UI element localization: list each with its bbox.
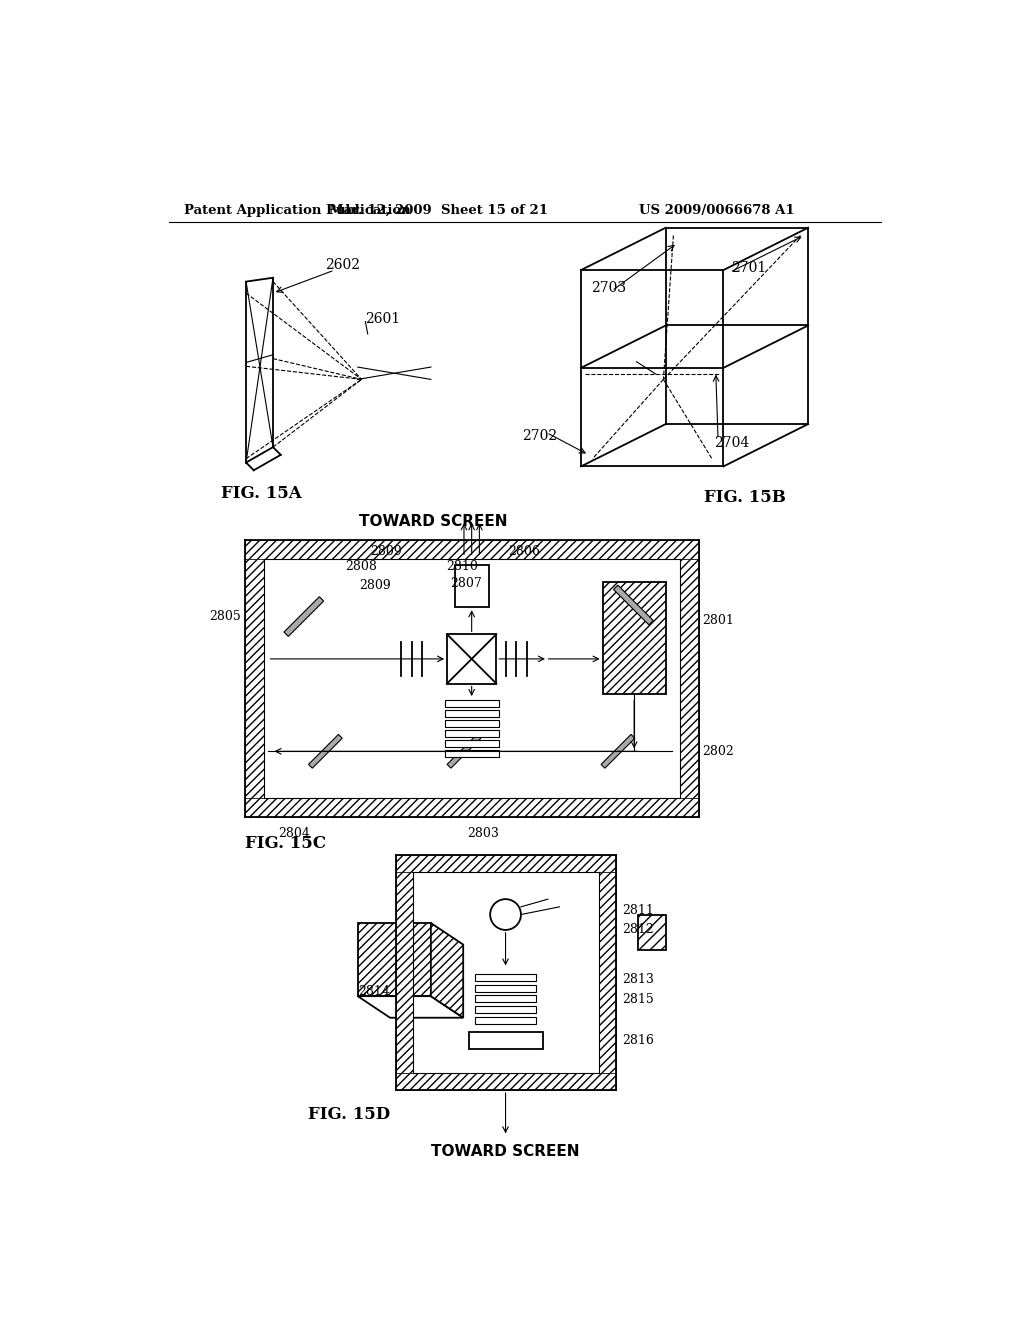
Bar (469, 1032, 543, 1049)
Bar (444, 739, 499, 747)
Bar (444, 710, 499, 717)
Text: 2703: 2703 (591, 281, 626, 294)
Bar (455, 565, 488, 607)
Bar (444, 750, 499, 756)
Bar (475, 1016, 537, 1024)
Polygon shape (431, 923, 463, 1018)
Polygon shape (284, 597, 324, 636)
Bar (396, 1073, 615, 1090)
Text: 2806: 2806 (508, 545, 540, 557)
Text: 2810: 2810 (446, 560, 478, 573)
Bar (475, 985, 537, 991)
Bar (444, 730, 499, 737)
Bar (245, 797, 698, 817)
Bar (396, 855, 615, 873)
Text: FIG. 15B: FIG. 15B (705, 488, 786, 506)
Text: 2812: 2812 (622, 924, 653, 936)
Text: Patent Application Publication: Patent Application Publication (184, 205, 412, 218)
Text: FIG. 15D: FIG. 15D (307, 1106, 390, 1123)
Text: 2811: 2811 (622, 904, 653, 917)
Text: 2601: 2601 (366, 312, 400, 326)
Text: TOWARD SCREEN: TOWARD SCREEN (359, 515, 508, 529)
Polygon shape (601, 734, 635, 768)
Text: 2701: 2701 (731, 261, 766, 275)
Text: US 2009/0066678 A1: US 2009/0066678 A1 (639, 205, 795, 218)
Bar (599, 873, 615, 1073)
Polygon shape (357, 997, 463, 1018)
Circle shape (490, 899, 521, 929)
Text: 2801: 2801 (702, 614, 734, 627)
Bar (396, 873, 413, 1073)
Text: 2815: 2815 (622, 993, 653, 1006)
Text: 2808: 2808 (345, 560, 377, 573)
Polygon shape (308, 734, 342, 768)
Polygon shape (638, 915, 666, 950)
Text: 2804: 2804 (279, 828, 310, 841)
Text: 2802: 2802 (702, 744, 734, 758)
Text: 2807: 2807 (451, 577, 482, 590)
Text: TOWARD SCREEN: TOWARD SCREEN (431, 1144, 580, 1159)
Bar (245, 540, 698, 558)
Text: 2816: 2816 (622, 1034, 653, 1047)
Bar (245, 558, 264, 797)
Text: 2704: 2704 (714, 437, 750, 450)
Text: 2814: 2814 (358, 985, 390, 998)
Text: 2803: 2803 (467, 828, 499, 841)
Bar (447, 635, 497, 684)
Bar (475, 995, 537, 1002)
Bar (475, 974, 537, 981)
Text: 2602: 2602 (325, 257, 359, 272)
Bar (475, 1006, 537, 1014)
Bar (680, 558, 698, 797)
Bar (602, 582, 666, 693)
Bar (444, 719, 499, 726)
Text: FIG. 15A: FIG. 15A (221, 484, 302, 502)
Text: 2805: 2805 (209, 610, 241, 623)
Text: FIG. 15C: FIG. 15C (245, 836, 326, 853)
Text: 2809: 2809 (371, 545, 402, 557)
Text: 2813: 2813 (622, 973, 653, 986)
Text: 2702: 2702 (521, 429, 557, 442)
Bar (444, 700, 499, 706)
Polygon shape (357, 923, 431, 997)
Text: 2809: 2809 (359, 579, 391, 593)
Text: Mar. 12, 2009  Sheet 15 of 21: Mar. 12, 2009 Sheet 15 of 21 (329, 205, 548, 218)
Polygon shape (613, 585, 653, 624)
Polygon shape (447, 734, 481, 768)
